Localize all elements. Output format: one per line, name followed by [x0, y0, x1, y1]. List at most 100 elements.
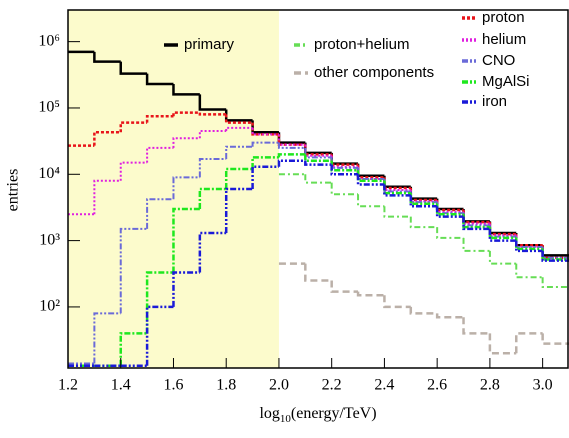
histogram-step	[224, 187, 253, 234]
histogram-step	[515, 332, 543, 354]
histogram-step	[304, 154, 332, 162]
histogram-step	[172, 207, 200, 273]
histogram-step	[251, 122, 279, 136]
histogram-step	[198, 129, 227, 139]
legend-label: helium	[482, 31, 526, 48]
histogram-step	[330, 164, 359, 176]
histogram-step	[330, 155, 359, 168]
histogram-step	[462, 237, 490, 252]
histogram-step	[119, 332, 148, 366]
histogram-step	[488, 250, 517, 265]
x-label-part: log	[259, 405, 279, 422]
y-tick-label: 10²	[39, 298, 60, 315]
histogram-step	[277, 159, 306, 167]
histogram-step	[172, 271, 200, 307]
histogram-step	[146, 146, 174, 163]
histogram-step	[515, 233, 543, 247]
histogram-step	[119, 227, 148, 314]
histogram-step	[172, 176, 200, 200]
histogram-step	[356, 174, 385, 186]
histogram-step	[462, 211, 490, 225]
histogram-step	[356, 170, 385, 182]
y-tick-label: 10⁵	[38, 99, 60, 116]
histogram-step	[356, 163, 385, 178]
histogram-step	[119, 61, 148, 75]
histogram-step	[304, 174, 332, 184]
histogram-step	[383, 178, 411, 191]
histogram-step	[462, 317, 490, 335]
histogram-step	[225, 126, 253, 131]
histogram-step	[304, 142, 332, 155]
histogram-step	[224, 167, 253, 189]
histogram-step	[541, 333, 569, 345]
x-tick-label: 2.0	[269, 377, 289, 394]
histogram-step	[251, 127, 279, 136]
histogram-step	[198, 187, 227, 209]
legend-label: iron	[482, 93, 507, 110]
histogram-step	[541, 245, 569, 257]
frame	[67, 9, 569, 369]
histogram-step	[515, 240, 543, 253]
histogram-step	[515, 234, 543, 247]
histogram-step	[435, 199, 464, 212]
x-tick-label: 3.0	[533, 377, 553, 394]
histogram-step	[541, 250, 569, 262]
histogram-step	[198, 112, 227, 116]
histogram-step	[225, 145, 253, 160]
histogram-step	[304, 144, 332, 156]
y-tick-label: 10⁴	[38, 165, 60, 182]
histogram-step	[515, 263, 543, 279]
histogram-step	[198, 231, 227, 273]
histogram-step	[251, 156, 279, 170]
histogram-step	[435, 313, 464, 319]
histogram-step	[198, 158, 227, 178]
histogram-step	[488, 333, 517, 355]
x-tick-label: 2.6	[427, 377, 447, 394]
histogram-step	[488, 223, 517, 237]
histogram-step	[409, 306, 438, 315]
histogram-step	[93, 179, 121, 215]
histogram-step	[251, 141, 279, 147]
histogram-step	[119, 121, 148, 133]
histogram-step	[356, 291, 385, 297]
histogram-step	[436, 227, 464, 239]
histogram-step	[330, 280, 359, 293]
legend-label: CNO	[482, 52, 515, 69]
histogram-step	[93, 312, 121, 364]
legend-label: MgAlSi	[482, 73, 530, 90]
histogram-step	[172, 83, 200, 96]
histogram-step	[435, 198, 464, 211]
histogram-step	[383, 175, 411, 188]
histogram-step	[383, 295, 411, 309]
histogram-step	[383, 206, 411, 218]
x-tick-label: 2.4	[374, 377, 394, 394]
x-axis-label: log10(energy/TeV)	[259, 405, 376, 425]
histogram-step	[304, 144, 332, 157]
histogram-step	[277, 153, 306, 158]
histogram-step	[172, 137, 200, 148]
legend-label: proton+helium	[314, 36, 409, 53]
x-tick-label: 1.8	[216, 377, 236, 394]
histogram-step	[488, 221, 517, 235]
histogram-step	[409, 216, 438, 229]
histogram-step	[93, 131, 121, 146]
x-tick-label: 1.2	[58, 377, 78, 394]
histogram-step	[436, 201, 464, 213]
y-axis-label: entries	[5, 169, 22, 212]
histogram-step	[357, 194, 385, 208]
x-label-sub: 10	[280, 413, 292, 425]
histogram-step	[145, 73, 174, 86]
legend-label: primary	[184, 36, 235, 53]
histogram-step	[277, 142, 306, 149]
histogram-step	[488, 228, 517, 242]
histogram-step	[277, 132, 306, 144]
histogram-step	[145, 305, 174, 366]
plot-area	[68, 10, 569, 368]
histogram-step	[304, 263, 332, 282]
histogram-step	[146, 198, 174, 229]
y-tick-label: 10⁶	[38, 32, 60, 49]
histogram-step	[224, 114, 253, 124]
x-tick-label: 2.2	[322, 377, 342, 394]
